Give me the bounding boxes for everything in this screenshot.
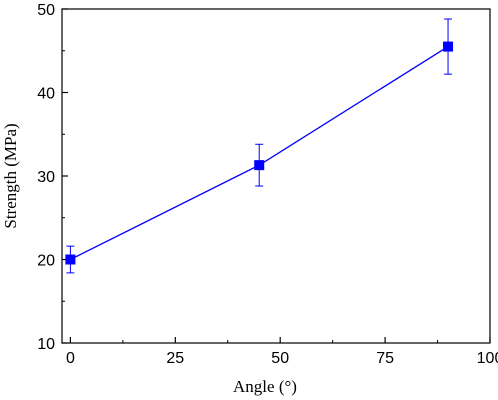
y-axis-title: Strength (MPa)	[1, 123, 20, 228]
x-tick-label: 0	[66, 350, 75, 367]
data-point	[254, 160, 265, 171]
axes: 0 25 50 75 100 10 20 30 40 50	[37, 2, 498, 367]
y-tick-label: 30	[37, 169, 55, 186]
y-tick-label: 20	[37, 253, 55, 270]
series-layer	[65, 18, 454, 274]
y-tick-label: 40	[37, 86, 55, 103]
plot-frame	[61, 8, 491, 344]
x-tick-label: 100	[477, 350, 498, 367]
y-tick-label: 50	[37, 2, 55, 19]
x-tick-label: 50	[271, 350, 289, 367]
y-tick-label: 10	[37, 336, 55, 353]
data-point	[443, 41, 454, 52]
x-tick-label: 75	[376, 350, 394, 367]
x-tick-label: 25	[166, 350, 184, 367]
x-axis-title: Angle (°)	[233, 377, 297, 396]
data-point	[65, 254, 76, 265]
